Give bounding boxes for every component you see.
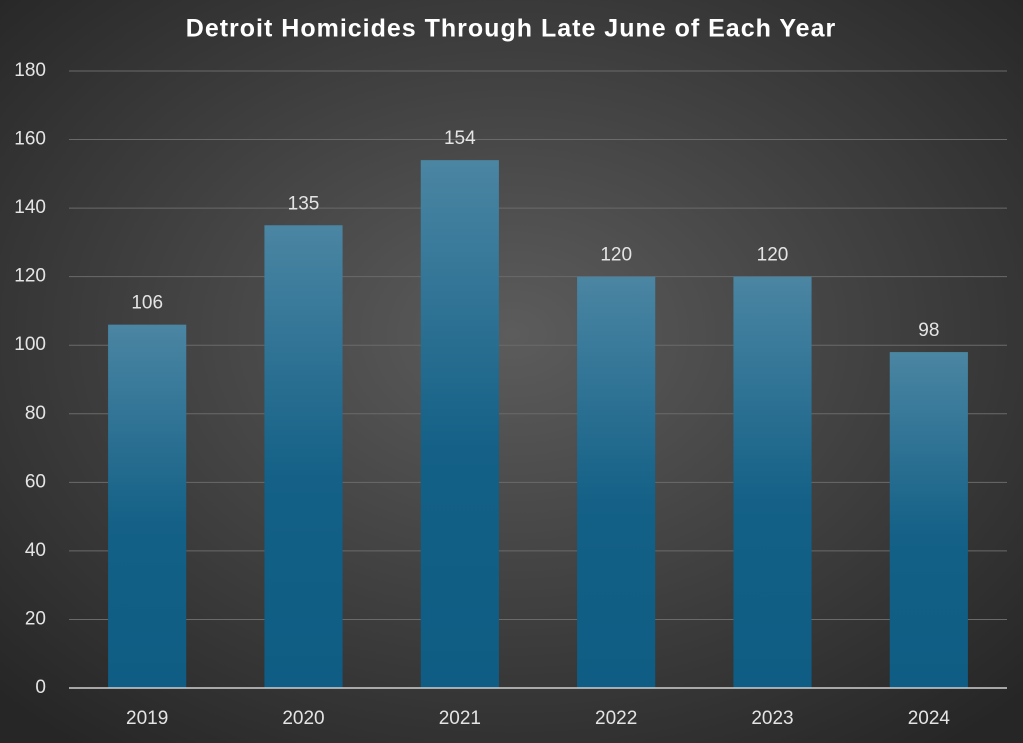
- bar: [733, 276, 812, 688]
- y-tick-label: 100: [14, 334, 46, 355]
- chart-title: Detroit Homicides Through Late June of E…: [186, 15, 836, 43]
- data-label: 120: [600, 245, 632, 266]
- bar: [420, 160, 499, 689]
- data-label: 98: [918, 320, 939, 341]
- x-tick-label: 2019: [126, 708, 168, 729]
- y-tick-label: 0: [35, 677, 46, 698]
- x-tick-label: 2024: [908, 708, 951, 729]
- data-label: 106: [131, 293, 163, 314]
- x-tick-label: 2022: [595, 708, 637, 729]
- x-tick-label: 2021: [439, 708, 481, 729]
- bar: [577, 276, 656, 688]
- x-tick-label: 2020: [282, 708, 324, 729]
- y-tick-label: 180: [14, 60, 46, 81]
- y-tick-label: 160: [14, 129, 46, 150]
- y-tick-label: 120: [14, 266, 46, 287]
- y-tick-label: 60: [25, 471, 46, 492]
- y-tick-label: 140: [14, 197, 46, 218]
- bar: [108, 324, 187, 688]
- data-label: 120: [757, 245, 789, 266]
- data-label: 154: [444, 128, 476, 149]
- x-tick-label: 2023: [751, 708, 793, 729]
- bar: [889, 352, 968, 688]
- bar: [264, 225, 343, 688]
- data-label: 135: [288, 193, 320, 214]
- y-tick-label: 80: [25, 403, 46, 424]
- y-tick-label: 40: [25, 540, 46, 561]
- y-tick-label: 20: [25, 608, 46, 629]
